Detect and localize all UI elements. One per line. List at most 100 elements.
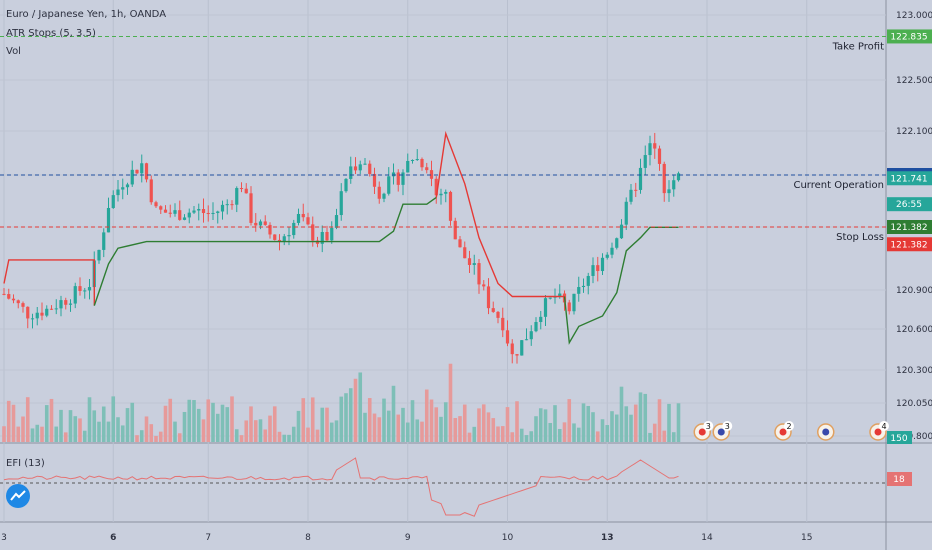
event-count-bg (703, 421, 714, 431)
volume-bar (101, 406, 106, 442)
volume-bar (629, 414, 633, 442)
tradingview-logo-icon[interactable] (6, 484, 30, 508)
candle-body (472, 263, 476, 265)
candle-body (230, 204, 234, 206)
candle-body (7, 294, 11, 299)
volume-bar (249, 406, 253, 442)
time-axis-tick: 10 (502, 533, 514, 543)
event-count: 3 (706, 422, 711, 431)
candle-body (168, 212, 172, 214)
candle-body (439, 193, 443, 196)
volume-bar (491, 418, 496, 442)
candle-body (225, 204, 229, 206)
volume-bar (377, 417, 382, 442)
event-badge-dot (698, 428, 706, 436)
candle-body (396, 172, 400, 185)
price-axis-tick: 120.600 (896, 325, 932, 335)
candle-body (277, 239, 282, 242)
volume-bar (382, 398, 386, 442)
candle-body (643, 155, 647, 168)
price-axis-tick: 120.900 (896, 286, 932, 296)
candle-body (349, 166, 353, 179)
indicator-atr-stops[interactable]: ATR Stops (5, 3.5) (6, 28, 96, 39)
event-count: 2 (786, 422, 791, 431)
volume-bar (576, 427, 581, 442)
atr-stop-green-line-2 (563, 226, 679, 345)
candle-body (130, 169, 134, 185)
volume-bar (591, 412, 595, 442)
candle-body (201, 209, 206, 214)
volume-bar (63, 432, 68, 442)
candle-body (543, 298, 548, 317)
price-tag-text: 121.382 (890, 240, 927, 250)
volume-bar (168, 398, 173, 442)
candle-body (515, 354, 519, 356)
event-badge-dot (779, 428, 787, 436)
volume-bar (173, 421, 177, 442)
candle-body (657, 148, 662, 164)
volume-bar (68, 410, 73, 442)
volume-bar (2, 426, 6, 442)
event-count-bg (879, 421, 889, 431)
volume-bar (11, 404, 16, 442)
candle-body (206, 213, 210, 215)
candle-body (121, 187, 125, 190)
indicator-efi[interactable]: EFI (13) (6, 458, 45, 469)
candle-body (648, 143, 652, 156)
time-axis-tick: 14 (701, 533, 713, 543)
volume-bar (344, 393, 348, 442)
event-count: 3 (725, 422, 730, 431)
price-tag (887, 171, 932, 186)
candle-body (434, 178, 438, 196)
volume-bar (396, 414, 401, 442)
candle-body (111, 195, 115, 208)
candle-body (78, 286, 82, 291)
volume-bar (92, 410, 97, 442)
volume-bar (372, 413, 377, 442)
indicator-volume[interactable]: Vol (6, 46, 21, 57)
time-axis-tick: 3 (1, 533, 7, 543)
price-tag (887, 220, 932, 234)
price-tag (887, 237, 932, 252)
price-axis-tick: 120.300 (896, 366, 932, 376)
candle-body (344, 178, 348, 192)
candle-body (320, 231, 324, 244)
candle-body (524, 339, 529, 341)
volume-bar (163, 405, 168, 442)
volume-bar (643, 393, 648, 442)
candle-body (154, 202, 158, 207)
candle-body (282, 236, 286, 242)
volume-bar (263, 429, 268, 442)
candle-body (358, 164, 362, 171)
candle-body (577, 287, 581, 294)
candle-body (254, 222, 258, 226)
candle-body (624, 201, 628, 225)
candle-body (45, 308, 49, 316)
volume-bar (434, 407, 439, 442)
candle-body (377, 186, 381, 199)
volume-bar (638, 392, 643, 442)
volume-bar (82, 430, 87, 442)
volume-bar (334, 420, 339, 442)
candle-body (68, 303, 73, 305)
volume-bar (239, 435, 244, 442)
volume-bar (30, 428, 35, 442)
candle-body (54, 308, 58, 310)
candle-body (667, 189, 671, 194)
candle-body (520, 340, 524, 356)
candle-body (448, 191, 453, 221)
candle-body (311, 224, 315, 241)
volume-bar (534, 416, 538, 442)
volume-bar (130, 402, 135, 442)
event-count: 4 (881, 422, 886, 431)
volume-bar (182, 411, 187, 442)
volume-bar (196, 408, 201, 442)
volume-bar (500, 426, 505, 442)
candle-body (140, 163, 144, 174)
volume-bar (154, 435, 158, 442)
volume-bar (420, 421, 424, 442)
candle-body (11, 298, 16, 301)
volume-bar (111, 396, 116, 442)
